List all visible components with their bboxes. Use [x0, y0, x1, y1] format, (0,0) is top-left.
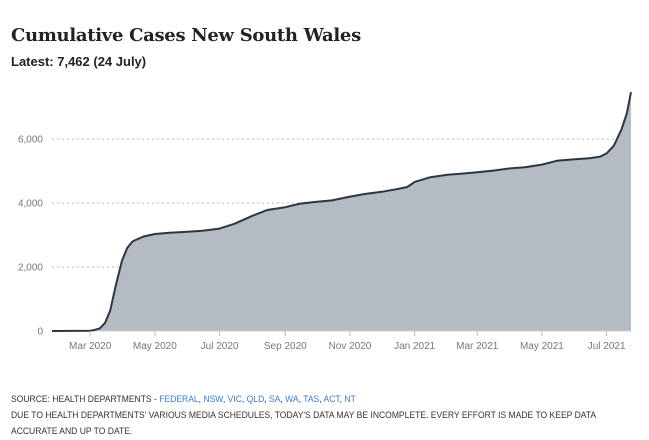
source-link-sa[interactable]: SA [269, 394, 281, 405]
footer-note: DUE TO HEALTH DEPARTMENTS' VARIOUS MEDIA… [11, 410, 597, 421]
source-line: SOURCE: HEALTH DEPARTMENTS - FEDERAL, NS… [11, 392, 596, 408]
source-links: FEDERAL, NSW, VIC, QLD, SA, WA, TAS, ACT… [159, 394, 356, 405]
separator: , [339, 394, 345, 405]
separator: , [222, 394, 228, 405]
x-tick-label: Jul 2020 [201, 341, 239, 352]
source-link-tas[interactable]: TAS [303, 394, 320, 405]
separator: , [319, 394, 324, 405]
y-tick-label: 6,000 [18, 135, 43, 146]
footer: SOURCE: HEALTH DEPARTMENTS - FEDERAL, NS… [11, 392, 596, 440]
separator: , [298, 394, 304, 405]
x-tick-label: Nov 2020 [329, 341, 372, 352]
separator: , [241, 394, 247, 405]
source-prefix: SOURCE: HEALTH DEPARTMENTS - [11, 394, 160, 405]
x-tick-label: May 2021 [520, 341, 564, 352]
y-tick-label: 0 [37, 327, 43, 338]
x-tick-label: May 2020 [133, 341, 177, 352]
source-link-federal[interactable]: FEDERAL [159, 394, 199, 405]
separator: , [198, 394, 204, 405]
x-tick-label: Jul 2021 [588, 341, 626, 352]
x-tick-label: Mar 2020 [69, 341, 112, 352]
source-link-wa[interactable]: WA [285, 394, 299, 405]
y-tick-label: 2,000 [18, 263, 43, 274]
x-tick-label: Mar 2021 [456, 341, 499, 352]
series-line [51, 92, 632, 332]
x-tick-label: Jan 2021 [394, 341, 436, 352]
footer-note-2: ACCURATE AND UP TO DATE. [11, 426, 133, 437]
chart-subtitle: Latest: 7,462 (24 July) [11, 54, 147, 69]
source-link-act[interactable]: ACT [323, 394, 340, 405]
area-fill [52, 92, 631, 331]
y-tick-label: 4,000 [18, 199, 43, 210]
source-link-vic[interactable]: VIC [227, 394, 242, 405]
separator: , [280, 394, 286, 405]
source-link-nt[interactable]: NT [344, 394, 356, 405]
cumulative-cases-chart: 0 2,000 4,000 6,000 Mar 2020 May 2020 Jul 2020… [18, 92, 632, 352]
separator: , [264, 394, 270, 405]
source-link-nsw[interactable]: NSW [203, 394, 223, 405]
chart-title: Cumulative Cases New South Wales [11, 25, 361, 46]
x-tick-label: Sep 2020 [264, 341, 307, 352]
source-link-qld[interactable]: QLD [246, 394, 265, 405]
